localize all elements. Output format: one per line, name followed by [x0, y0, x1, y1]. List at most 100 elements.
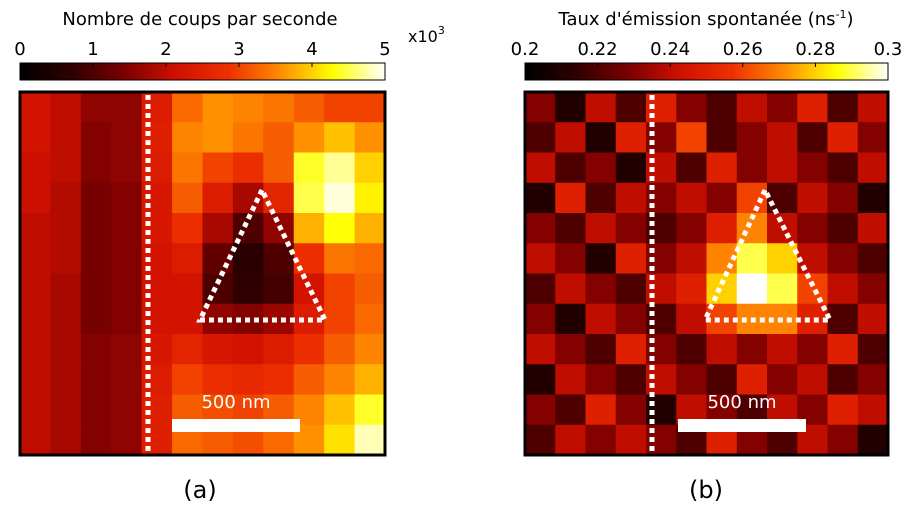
plot-frame — [18, 90, 387, 457]
heatmap-cell — [172, 122, 203, 153]
heatmap-cell — [293, 182, 325, 214]
colorbar-tick-label: 3 — [233, 39, 244, 60]
heatmap-cell — [555, 243, 586, 274]
heatmap-cell — [857, 122, 889, 153]
title-sup: -1 — [836, 8, 847, 21]
heatmap-cell — [20, 424, 51, 456]
heatmap-cell — [706, 364, 738, 395]
panel-label: (a) — [183, 476, 216, 504]
heatmap-cell — [80, 273, 112, 305]
heatmap-cell — [736, 122, 768, 153]
heatmap-cell — [615, 243, 647, 274]
heatmap-cell — [585, 182, 617, 214]
heatmap-cell — [736, 92, 768, 123]
heatmap-cell — [797, 122, 828, 153]
heatmap-cell — [585, 334, 617, 365]
heatmap-cell — [585, 394, 617, 426]
heatmap-cell — [293, 364, 325, 395]
heatmap-cell — [111, 122, 143, 153]
heatmap-cell — [646, 122, 677, 153]
heatmap-cell — [706, 334, 738, 365]
heatmap-cell — [676, 92, 707, 123]
heatmap-cell — [585, 152, 617, 184]
heatmap-cell — [263, 334, 295, 365]
heatmap-cell — [525, 424, 556, 456]
heatmap-cell — [736, 273, 768, 305]
colorbar-tick-label: 2 — [160, 39, 171, 60]
heatmap-cell — [827, 182, 859, 214]
panel-label: (b) — [689, 476, 723, 504]
heatmap-cell — [293, 122, 325, 153]
heatmap-cell — [827, 213, 859, 244]
colorbar-tick-label: 5 — [379, 39, 390, 60]
heatmap-cell — [80, 334, 112, 365]
heatmap-cell — [555, 182, 586, 214]
heatmap-cell — [797, 364, 828, 395]
heatmap-cell — [354, 394, 386, 426]
heatmap-cell — [827, 364, 859, 395]
heatmap-cell — [767, 182, 798, 214]
heatmap-cell — [20, 92, 51, 123]
triangle-outline — [196, 184, 329, 323]
heatmap-cell — [232, 152, 264, 184]
heatmap-cell — [293, 92, 325, 123]
heatmap-cell — [324, 152, 356, 184]
heatmap-cell — [50, 122, 82, 153]
heatmap-cell — [615, 334, 647, 365]
heatmap-cell — [50, 182, 82, 214]
heatmap-cell — [827, 273, 859, 305]
colorbar — [19, 62, 386, 81]
heatmap-cell — [354, 334, 386, 365]
heatmap-cell — [80, 182, 112, 214]
colorbar-tick-label: 4 — [306, 39, 317, 60]
colorbar-tick-label: 0.2 — [511, 39, 540, 60]
heatmap-cell — [767, 92, 798, 123]
title-main: Taux d'émission spontanée (ns — [557, 9, 835, 30]
heatmap-cell — [525, 334, 556, 365]
heatmap-cell — [324, 303, 356, 335]
heatmap-cell — [706, 152, 738, 184]
heatmap-cell — [202, 334, 234, 365]
heatmap-cell — [797, 92, 828, 123]
heatmap-cell — [172, 182, 203, 214]
heatmap-cell — [232, 243, 264, 274]
heatmap-cell — [111, 334, 143, 365]
heatmap-cell — [615, 424, 647, 456]
heatmap-cell — [857, 424, 889, 456]
scale-bar — [172, 419, 300, 432]
heatmap-cell — [202, 92, 234, 123]
heatmap-cell — [80, 243, 112, 274]
heatmap-cell — [767, 122, 798, 153]
heatmap-cell — [676, 364, 707, 395]
heatmap-cell — [232, 364, 264, 395]
chart-title: Nombre de coups par seconde — [62, 9, 337, 30]
colorbar-tick-label: 0.3 — [874, 39, 903, 60]
heatmap-cell — [555, 152, 586, 184]
scale-bar-label: 500 nm — [201, 392, 270, 413]
heatmap-cell — [111, 182, 143, 214]
heatmap-cell — [354, 424, 386, 456]
heatmap-cell — [354, 364, 386, 395]
heatmap-cell — [293, 152, 325, 184]
heatmap-cell — [202, 364, 234, 395]
heatmap-cell — [354, 152, 386, 184]
heatmap-cell — [293, 273, 325, 305]
heatmap-cell — [827, 303, 859, 335]
heatmap-cell — [615, 394, 647, 426]
heatmap-cell — [172, 92, 203, 123]
heatmap-cell — [232, 92, 264, 123]
heatmap-cell — [324, 243, 356, 274]
heatmap-cell — [324, 92, 356, 123]
heatmap-cell — [767, 243, 798, 274]
heatmap-cell — [706, 273, 738, 305]
heatmap-cell — [50, 394, 82, 426]
heatmap-cell — [585, 122, 617, 153]
heatmap-cell — [324, 334, 356, 365]
heatmap-cell — [80, 152, 112, 184]
heatmap-cell — [555, 273, 586, 305]
heatmap-cell — [555, 92, 586, 123]
heatmap-cell — [827, 394, 859, 426]
heatmap-cell — [172, 213, 203, 244]
heatmap-cell — [263, 364, 295, 395]
heatmap-cell — [50, 273, 82, 305]
